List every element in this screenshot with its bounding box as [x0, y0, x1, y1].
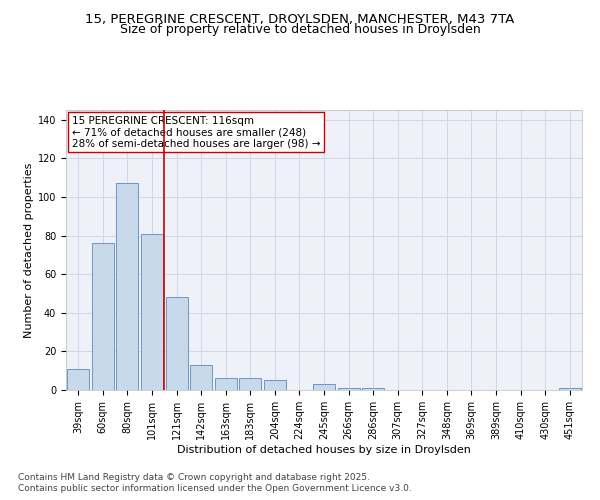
Bar	[338, 388, 359, 390]
Y-axis label: Number of detached properties: Number of detached properties	[23, 162, 34, 338]
Text: 15 PEREGRINE CRESCENT: 116sqm
← 71% of detached houses are smaller (248)
28% of : 15 PEREGRINE CRESCENT: 116sqm ← 71% of d…	[71, 116, 320, 149]
X-axis label: Distribution of detached houses by size in Droylsden: Distribution of detached houses by size …	[177, 444, 471, 454]
Bar	[362, 388, 384, 390]
Bar	[215, 378, 237, 390]
Text: Contains HM Land Registry data © Crown copyright and database right 2025.: Contains HM Land Registry data © Crown c…	[18, 472, 370, 482]
Bar	[264, 380, 286, 390]
Text: Contains public sector information licensed under the Open Government Licence v3: Contains public sector information licen…	[18, 484, 412, 493]
Bar	[141, 234, 163, 390]
Bar	[92, 243, 114, 390]
Bar	[239, 378, 262, 390]
Bar	[166, 298, 188, 390]
Bar	[116, 184, 139, 390]
Text: Size of property relative to detached houses in Droylsden: Size of property relative to detached ho…	[119, 24, 481, 36]
Bar	[190, 365, 212, 390]
Bar	[67, 369, 89, 390]
Text: 15, PEREGRINE CRESCENT, DROYLSDEN, MANCHESTER, M43 7TA: 15, PEREGRINE CRESCENT, DROYLSDEN, MANCH…	[85, 12, 515, 26]
Bar	[313, 384, 335, 390]
Bar	[559, 388, 581, 390]
